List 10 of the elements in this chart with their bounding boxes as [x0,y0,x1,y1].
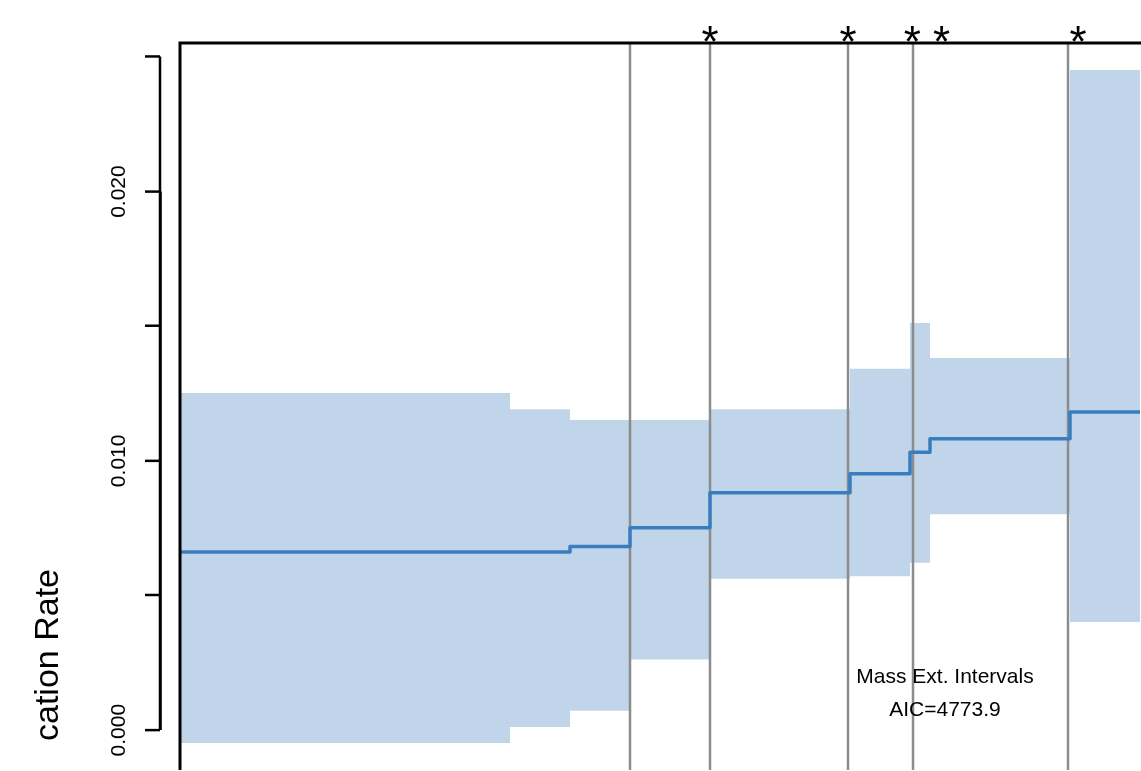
y-tick-label: 0.020 [106,165,129,218]
y-tick-label: 0.000 [106,703,129,757]
annotation: Mass Ext. Intervals [856,664,1034,687]
annotation: AIC=4773.9 [889,697,1001,720]
y-tick-label: 0.010 [106,434,129,488]
annotation: * [1069,17,1087,66]
annotation: * [839,17,857,66]
y-axis-title: cation Rate [27,569,65,741]
annotation: * * [903,17,951,66]
annotation: * [701,17,719,66]
